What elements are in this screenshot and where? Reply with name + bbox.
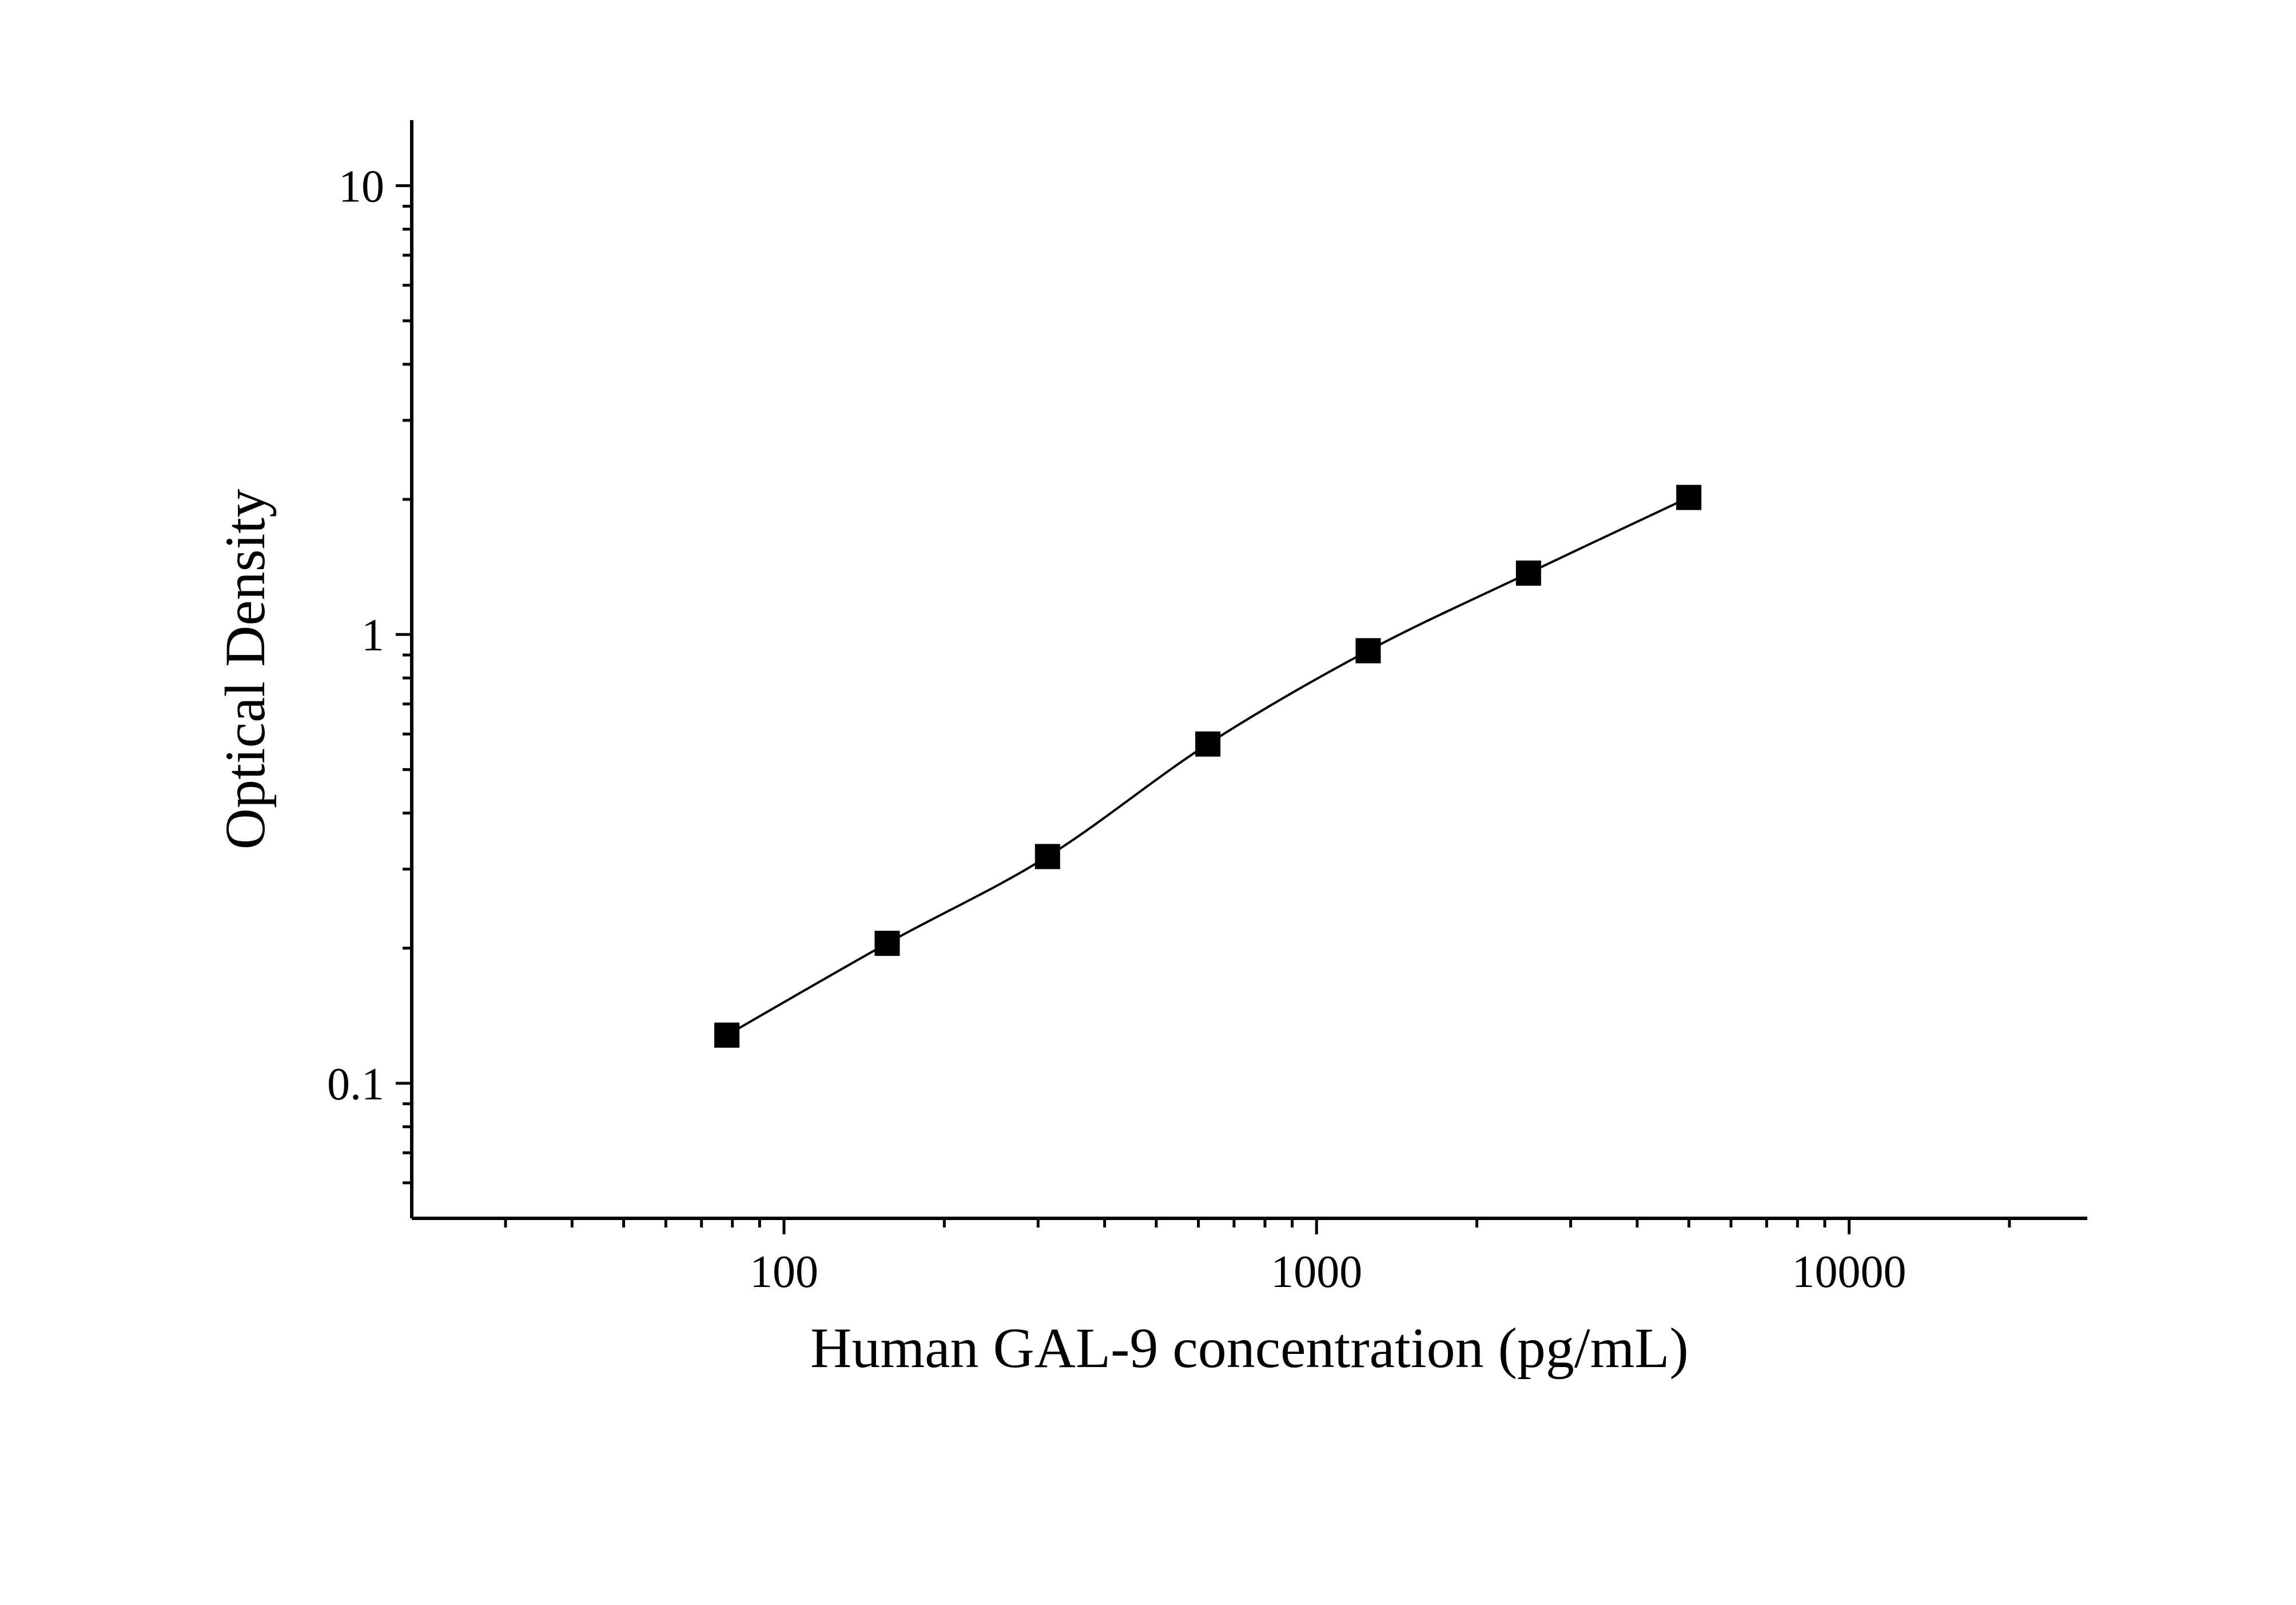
log-log-chart: 100 1000 10000 0.1 1 10 Human GAL-9 concentrat… xyxy=(0,0,2296,1605)
x-axis-label: Human GAL-9 concentration (pg/mL) xyxy=(810,1316,1689,1380)
x-tick-label: 10000 xyxy=(1792,1247,1907,1297)
data-marker xyxy=(714,1023,739,1048)
chart-container: 100 1000 10000 0.1 1 10 Human GAL-9 concentrat… xyxy=(0,0,2296,1605)
data-marker xyxy=(874,931,900,956)
x-tick-label: 1000 xyxy=(1271,1247,1362,1297)
x-tick-label: 100 xyxy=(750,1247,818,1297)
y-axis-label: Optical Density xyxy=(213,489,277,849)
y-tick-label: 1 xyxy=(361,610,384,661)
data-marker xyxy=(1676,485,1701,510)
y-tick-label: 10 xyxy=(339,162,384,212)
data-marker xyxy=(1516,561,1541,586)
data-marker xyxy=(1356,638,1381,664)
y-tick-label: 0.1 xyxy=(327,1059,384,1110)
data-marker xyxy=(1035,844,1060,869)
data-marker xyxy=(1195,732,1220,757)
